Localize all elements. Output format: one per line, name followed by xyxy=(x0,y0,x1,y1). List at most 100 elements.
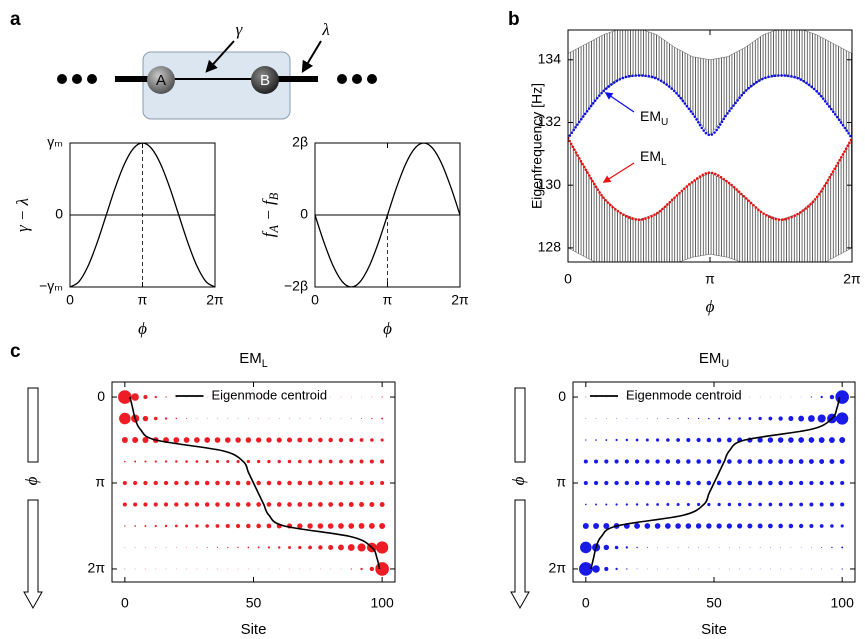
bubble xyxy=(626,568,628,570)
bubble xyxy=(817,414,826,423)
bubble xyxy=(757,459,763,464)
bubble xyxy=(635,438,639,442)
bubble xyxy=(595,418,597,419)
bubble xyxy=(258,568,259,570)
bubble xyxy=(829,459,835,464)
bubble xyxy=(289,396,290,398)
curve xyxy=(315,143,460,287)
bubble xyxy=(245,437,252,443)
y-tick-label: −γₘ xyxy=(39,278,63,294)
bubble xyxy=(749,547,751,548)
bubble xyxy=(248,418,249,419)
annotation-part: L xyxy=(661,157,667,168)
bubble xyxy=(142,415,149,422)
x-axis-label: ϕ xyxy=(138,319,147,338)
bubble xyxy=(357,543,366,552)
chart-title-part: L xyxy=(262,358,268,370)
bubble xyxy=(359,502,365,507)
bubble xyxy=(688,568,689,570)
bubble xyxy=(655,459,660,464)
bubble xyxy=(215,502,220,507)
bubble xyxy=(757,437,763,443)
x-tick-label: 100 xyxy=(370,595,394,611)
bubble xyxy=(317,523,324,529)
bubble xyxy=(257,459,261,464)
bubble xyxy=(175,568,177,570)
bubble xyxy=(788,416,794,422)
bubble xyxy=(839,459,845,464)
bubble xyxy=(134,525,136,527)
bubble xyxy=(164,460,168,463)
bubble xyxy=(811,568,812,570)
bubble xyxy=(204,437,211,443)
bubble xyxy=(144,460,147,463)
bubble xyxy=(163,480,169,486)
edge-mode xyxy=(568,74,852,140)
bubble xyxy=(258,396,259,398)
bubble xyxy=(226,460,230,464)
x-axis-label: ϕ xyxy=(383,319,392,338)
bubble xyxy=(143,502,148,507)
bubble xyxy=(266,437,272,443)
bubble xyxy=(145,568,146,570)
bubble xyxy=(810,396,813,398)
y-tick-label: 128 xyxy=(538,239,562,255)
bubble xyxy=(350,418,352,419)
bubble xyxy=(634,459,640,464)
bubble xyxy=(328,502,334,507)
y-tick-label: π xyxy=(556,474,566,490)
bubble xyxy=(780,568,782,570)
bubble xyxy=(677,417,679,420)
bubble xyxy=(727,502,732,507)
bubble xyxy=(625,503,628,506)
bubble xyxy=(287,502,292,507)
bubble xyxy=(841,546,844,549)
bubble xyxy=(307,523,313,529)
plot-area xyxy=(118,390,389,576)
chain-dot xyxy=(72,74,82,84)
bubble xyxy=(215,524,220,528)
bubble xyxy=(818,437,825,443)
bubble xyxy=(757,523,763,529)
y-axis-label-part: − f xyxy=(259,198,278,225)
bubble xyxy=(657,547,658,548)
chart-title-part: U xyxy=(721,358,729,370)
bubble xyxy=(664,523,671,529)
bubble xyxy=(624,459,629,464)
bubble xyxy=(266,480,272,486)
bubble xyxy=(318,459,323,464)
bubble xyxy=(227,396,229,398)
bubble xyxy=(327,523,334,529)
bubble xyxy=(124,568,126,570)
bubble xyxy=(645,480,650,486)
bubble xyxy=(645,459,650,464)
coupling-label: γ xyxy=(236,20,244,39)
bubble xyxy=(375,562,389,576)
bubble xyxy=(605,439,608,441)
bubble xyxy=(821,568,823,570)
bubble xyxy=(800,547,802,548)
y-tick-label: 0 xyxy=(558,388,566,404)
annotation: EML xyxy=(640,148,667,168)
y-tick-label: 0 xyxy=(55,206,63,222)
bubble xyxy=(256,523,261,529)
bubble xyxy=(770,568,771,570)
bubble xyxy=(657,396,658,398)
y-tick-label: 0 xyxy=(97,388,105,404)
bubble xyxy=(340,568,342,570)
bubble xyxy=(359,438,364,442)
bubble xyxy=(636,396,638,398)
bubble xyxy=(593,480,599,486)
bubble xyxy=(297,480,303,486)
bubble xyxy=(686,459,691,464)
bubble xyxy=(206,568,208,570)
bubble xyxy=(839,437,846,444)
bubble xyxy=(196,418,198,419)
bubble xyxy=(338,544,344,551)
bubble xyxy=(635,503,639,506)
y-axis-label: ϕ xyxy=(509,476,528,485)
bubble xyxy=(747,523,753,529)
bubble xyxy=(748,502,752,507)
